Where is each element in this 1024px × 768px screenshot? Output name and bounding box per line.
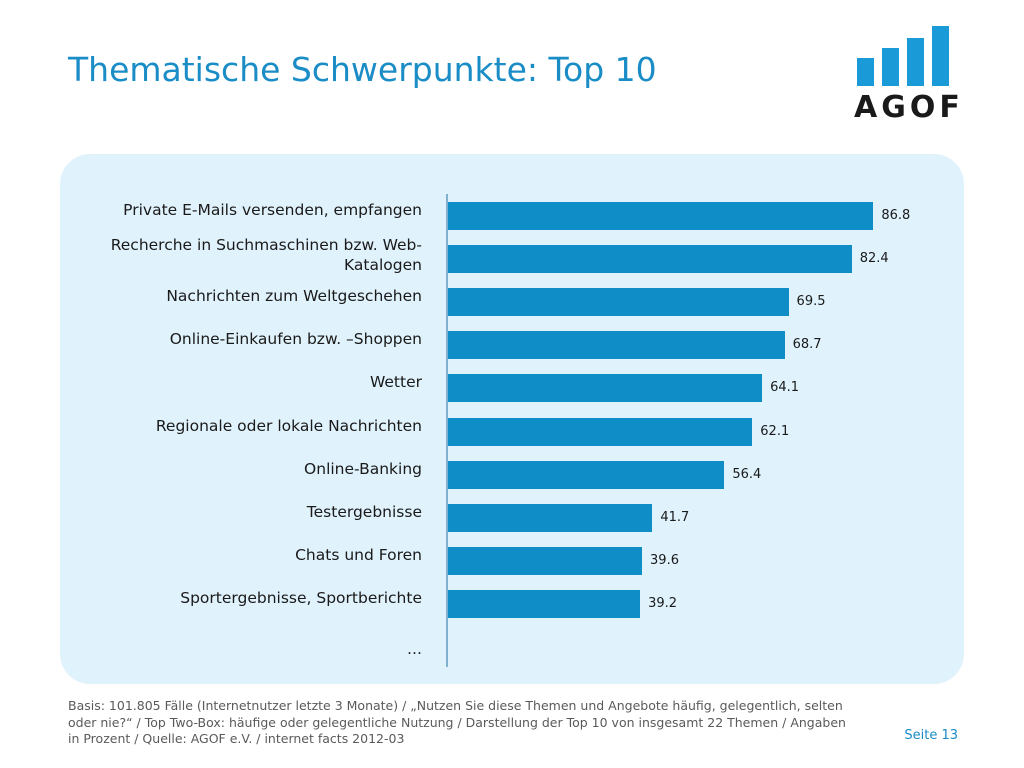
- category-label: Private E-Mails versenden, empfangen: [123, 201, 422, 219]
- value-label: 86.8: [881, 208, 911, 223]
- value-label: 69.5: [796, 294, 826, 310]
- page-title: Thematische Schwerpunkte: Top 10: [68, 50, 657, 89]
- bar: [448, 589, 641, 618]
- value-label: 39.2: [648, 595, 678, 611]
- value-label: 39.6: [650, 552, 679, 568]
- bar: [448, 374, 763, 403]
- logo-text: AGOF: [854, 90, 964, 125]
- logo-bar-icon: [907, 38, 924, 86]
- category-label: Regionale oder lokale Nachrichten: [155, 416, 422, 435]
- bar: [448, 460, 725, 489]
- category-label: Recherche in Suchmaschinen bzw. Web-Kata…: [110, 236, 422, 275]
- logo-bar-icon: [882, 48, 899, 86]
- bar: [448, 503, 653, 532]
- category-label: Sportergebnisse, Sportberichte: [180, 588, 422, 607]
- bar: [448, 417, 753, 446]
- value-label: 82.4: [859, 251, 889, 267]
- category-label: Chats und Foren: [295, 545, 422, 564]
- more-categories-ellipsis: …: [407, 640, 422, 658]
- footnote: Basis: 101.805 Fälle (Internetnutzer let…: [68, 698, 846, 746]
- value-label: 56.4: [732, 466, 762, 482]
- value-label: 41.7: [660, 509, 690, 525]
- bar: [448, 202, 874, 230]
- bar: [448, 331, 785, 360]
- value-label: 64.1: [770, 380, 800, 396]
- page-number: Seite 13: [904, 728, 958, 743]
- logo-bar-icon: [857, 58, 874, 86]
- category-label: Online-Einkaufen bzw. –Shoppen: [169, 330, 422, 349]
- category-label: Nachrichten zum Weltgeschehen: [166, 287, 422, 306]
- bar: [448, 245, 852, 274]
- logo-bar-icon: [932, 26, 949, 86]
- chart-axis-line: [446, 194, 448, 667]
- category-label: Online-Banking: [304, 459, 422, 478]
- bar: [448, 288, 789, 317]
- category-label: Wetter: [369, 373, 422, 392]
- value-label: 62.1: [760, 423, 790, 439]
- agof-logo: AGOF: [852, 24, 960, 125]
- category-label: Testergebnisse: [306, 502, 422, 521]
- bar: [448, 546, 643, 575]
- value-label: 68.7: [792, 337, 822, 353]
